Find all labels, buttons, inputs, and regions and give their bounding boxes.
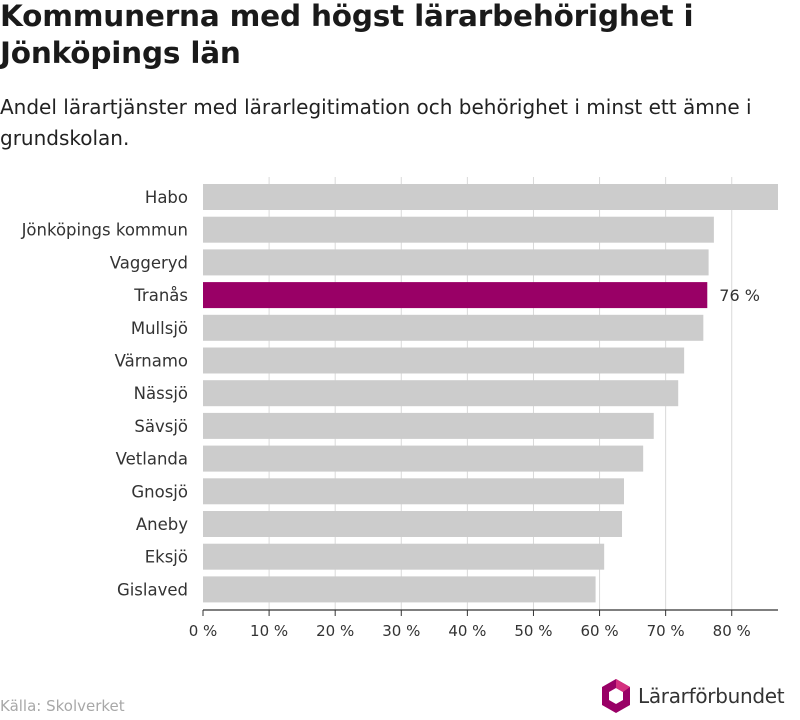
bar — [203, 576, 596, 603]
category-label: Sävsjö — [134, 417, 188, 436]
category-label: Nässjö — [134, 384, 188, 403]
x-tick-label: 80 % — [713, 622, 751, 640]
category-label: Eksjö — [145, 548, 188, 567]
bar — [203, 347, 685, 374]
hexagon-logo-icon — [602, 679, 630, 713]
bar — [203, 249, 709, 276]
category-labels: Habo Jönköpings kommun Vaggeryd Tranås Mulls… — [21, 188, 189, 599]
bar — [203, 543, 605, 570]
x-axis: 0 % 10 % 20 % 30 % 40 % 50 % 60 % 70 % 80 % — [189, 609, 778, 640]
bar — [203, 445, 644, 472]
bar — [203, 412, 654, 439]
bar-chart: Habo Jönköpings kommun Vaggeryd Tranås Mulls… — [21, 177, 778, 640]
category-label: Vaggeryd — [110, 253, 188, 272]
bar — [203, 478, 625, 505]
category-label: Gnosjö — [131, 482, 188, 501]
x-tick-label: 60 % — [580, 622, 618, 640]
x-tick-label: 40 % — [448, 622, 486, 640]
bar — [203, 380, 679, 407]
bar — [203, 216, 714, 243]
category-label: Värnamo — [115, 352, 188, 371]
chart-title: Kommunerna med högst lärarbehörighet i J… — [0, 0, 694, 70]
x-tick-label: 30 % — [382, 622, 420, 640]
logo-text: Lärarförbundet — [638, 684, 785, 708]
bars — [203, 184, 778, 603]
category-label: Tranås — [133, 286, 188, 305]
x-tick-label: 0 % — [189, 622, 218, 640]
x-tick-label: 50 % — [514, 622, 552, 640]
x-tick-label: 70 % — [647, 622, 685, 640]
x-tick-label: 20 % — [316, 622, 354, 640]
category-label: Gislaved — [117, 580, 188, 599]
category-label: Vetlanda — [116, 450, 188, 469]
category-label: Jönköpings kommun — [21, 221, 188, 240]
bar — [203, 184, 778, 210]
chart-subtitle: Andel lärartjänster med lärarlegitimatio… — [0, 95, 752, 150]
data-labels: 76 % — [719, 286, 760, 305]
x-tick-label: 10 % — [250, 622, 288, 640]
bar — [203, 282, 708, 309]
category-label: Aneby — [136, 515, 188, 534]
data-label: 76 % — [719, 286, 760, 305]
bar — [203, 511, 623, 537]
bar — [203, 314, 704, 341]
brand-logo: Lärarförbundet — [600, 676, 785, 716]
source-note: Källa: Skolverket — [0, 697, 125, 715]
category-label: Mullsjö — [131, 319, 188, 338]
category-label: Habo — [145, 188, 188, 207]
